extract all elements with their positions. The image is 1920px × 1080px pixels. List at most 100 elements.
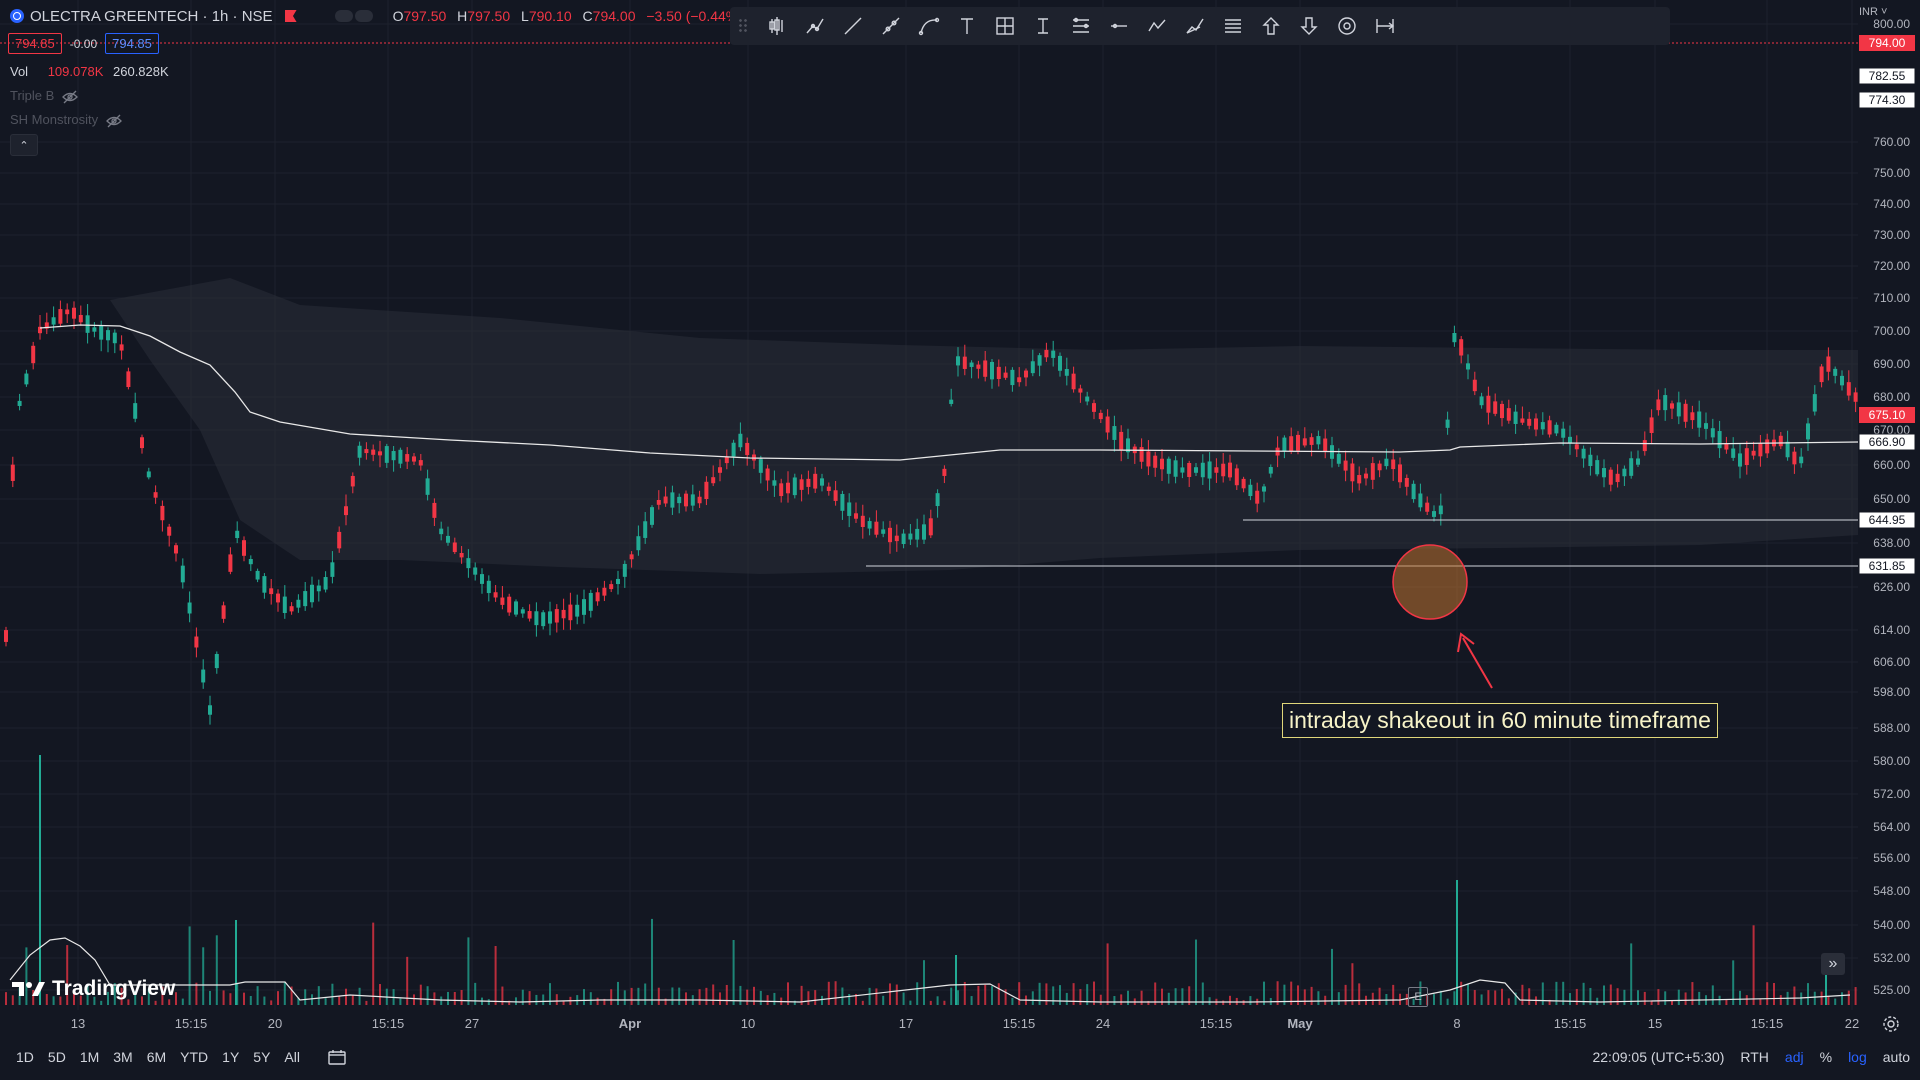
- volume-bar: [1093, 981, 1095, 1005]
- path-icon[interactable]: [796, 11, 834, 41]
- trend-line-icon[interactable]: [834, 11, 872, 41]
- indicator-sh-monstrosity[interactable]: SH Monstrosity: [10, 112, 123, 127]
- volume-bar: [1195, 939, 1197, 1005]
- drag-handle-icon[interactable]: [738, 18, 748, 34]
- candle-body: [1785, 441, 1790, 458]
- volume-bar: [1303, 989, 1306, 1005]
- volume-bar: [861, 1000, 864, 1005]
- bottom-toolbar: 1D 5D 1M 3M 6M YTD 1Y 5Y All 22:09:05 (U…: [0, 1040, 1920, 1074]
- candle-body: [58, 309, 63, 324]
- indicator-triple-b[interactable]: Triple B: [10, 88, 79, 103]
- hidden-eye-icon[interactable]: [62, 90, 79, 103]
- symbol-header[interactable]: OLECTRA GREENTECH · 1h · NSE O797.50 H79…: [0, 0, 763, 32]
- volume-value: 109.078K: [47, 64, 104, 79]
- range-5y[interactable]: 5Y: [253, 1049, 271, 1065]
- go-to-date-icon[interactable]: [328, 1049, 346, 1065]
- volume-bar: [1392, 984, 1395, 1005]
- price-tick-label: 680.00: [1873, 390, 1910, 404]
- symbol-title[interactable]: OLECTRA GREENTECH · 1h · NSE: [30, 7, 273, 25]
- price-tick-label: 720.00: [1873, 259, 1910, 273]
- price-axis[interactable]: 800.00 760.00 750.00 740.00 730.00 720.00 710.…: [1858, 17, 1916, 997]
- volume-bar: [1800, 992, 1803, 1005]
- candle-body: [459, 552, 464, 558]
- earnings-badge[interactable]: E: [1408, 987, 1428, 1007]
- buy-price-button[interactable]: 794.85: [105, 33, 159, 54]
- candle-body: [874, 521, 879, 535]
- range-ytd[interactable]: YTD: [180, 1049, 209, 1065]
- candle-body: [1731, 448, 1736, 458]
- volume-bar: [154, 1000, 157, 1005]
- text-icon[interactable]: [948, 11, 986, 41]
- measure-box-icon[interactable]: [986, 11, 1024, 41]
- candle-body: [1622, 468, 1627, 477]
- volume-bar: [521, 989, 524, 1005]
- volume-bar: [1813, 991, 1816, 1005]
- price-label: 666.90: [1869, 435, 1906, 449]
- volume-bar: [1745, 995, 1748, 1005]
- volume-bar: [406, 956, 409, 1005]
- auto-toggle[interactable]: auto: [1882, 1049, 1910, 1065]
- candle-body: [1459, 339, 1464, 356]
- volume-bar: [1351, 963, 1354, 1005]
- candle-body: [344, 506, 348, 516]
- range-1m[interactable]: 1M: [79, 1049, 100, 1065]
- bid-ask-row: 794.85 -0.00 794.85: [8, 33, 159, 54]
- horizontal-line-icon[interactable]: [1100, 11, 1138, 41]
- candle-body: [765, 468, 770, 481]
- range-1d[interactable]: 1D: [16, 1049, 34, 1065]
- brush-icon[interactable]: [1176, 11, 1214, 41]
- candle-body: [1044, 349, 1049, 358]
- volume-bar: [841, 987, 844, 1005]
- candle-body: [881, 529, 886, 534]
- target-icon[interactable]: [1328, 11, 1366, 41]
- tradingview-logo[interactable]: TradingView: [12, 977, 175, 1001]
- fib-lines-icon[interactable]: [1214, 11, 1252, 41]
- candle-body: [1268, 467, 1273, 474]
- text-anchor-icon[interactable]: [1024, 11, 1062, 41]
- candle-body: [248, 559, 253, 565]
- clock[interactable]: 22:09:05 (UTC+5:30): [1592, 1049, 1725, 1065]
- candle-body: [507, 596, 512, 613]
- ray-icon[interactable]: [872, 11, 910, 41]
- volume-bar: [1242, 1000, 1245, 1005]
- gear-icon[interactable]: [1882, 1015, 1900, 1033]
- percent-toggle[interactable]: %: [1819, 1049, 1833, 1065]
- polyline-icon[interactable]: [1138, 11, 1176, 41]
- sell-price-button[interactable]: 794.85: [8, 33, 62, 54]
- range-5d[interactable]: 5D: [47, 1049, 66, 1065]
- pause-toggle-icon[interactable]: [334, 10, 373, 22]
- arrow-down-icon[interactable]: [1290, 11, 1328, 41]
- volume-legend[interactable]: Vol 109.078K 260.828K: [10, 64, 169, 79]
- log-toggle[interactable]: log: [1848, 1049, 1867, 1065]
- price-tick-label: 650.00: [1873, 492, 1910, 506]
- currency-selector[interactable]: INR ˅: [1859, 6, 1888, 18]
- range-3m[interactable]: 3M: [113, 1049, 133, 1065]
- price-tick-label: 540.00: [1873, 918, 1910, 932]
- curve-icon[interactable]: [910, 11, 948, 41]
- time-axis[interactable]: 13 15:15 20 15:15 27 Apr 10 17 15:15 24 15:15 May 8 1…: [71, 1016, 1859, 1031]
- volume-bar: [657, 987, 660, 1005]
- volume-bar: [1072, 983, 1075, 1005]
- flag-icon[interactable]: [284, 10, 297, 22]
- volume-bar: [1671, 1000, 1673, 1005]
- levels-icon[interactable]: [1062, 11, 1100, 41]
- date-range-icon[interactable]: [1366, 11, 1404, 41]
- range-all[interactable]: All: [284, 1049, 300, 1065]
- volume-bar: [1222, 1000, 1225, 1005]
- expand-icon[interactable]: »: [1821, 953, 1845, 975]
- range-6m[interactable]: 6M: [146, 1049, 167, 1065]
- candles-icon[interactable]: [758, 11, 796, 41]
- adj-toggle[interactable]: adj: [1784, 1049, 1804, 1065]
- volume-bar: [1052, 986, 1055, 1005]
- time-tick-label: Apr: [619, 1016, 641, 1031]
- session-toggle[interactable]: RTH: [1740, 1049, 1769, 1065]
- range-1y[interactable]: 1Y: [222, 1049, 240, 1065]
- arrow-up-icon[interactable]: [1252, 11, 1290, 41]
- drawing-toolbar[interactable]: [730, 7, 1670, 45]
- hidden-eye-icon[interactable]: [106, 114, 123, 127]
- collapse-legend-button[interactable]: ⌃: [10, 134, 38, 156]
- volume-bar: [1793, 986, 1796, 1005]
- annotation-text[interactable]: intraday shakeout in 60 minute timeframe: [1282, 703, 1718, 738]
- candle-body: [1595, 460, 1600, 475]
